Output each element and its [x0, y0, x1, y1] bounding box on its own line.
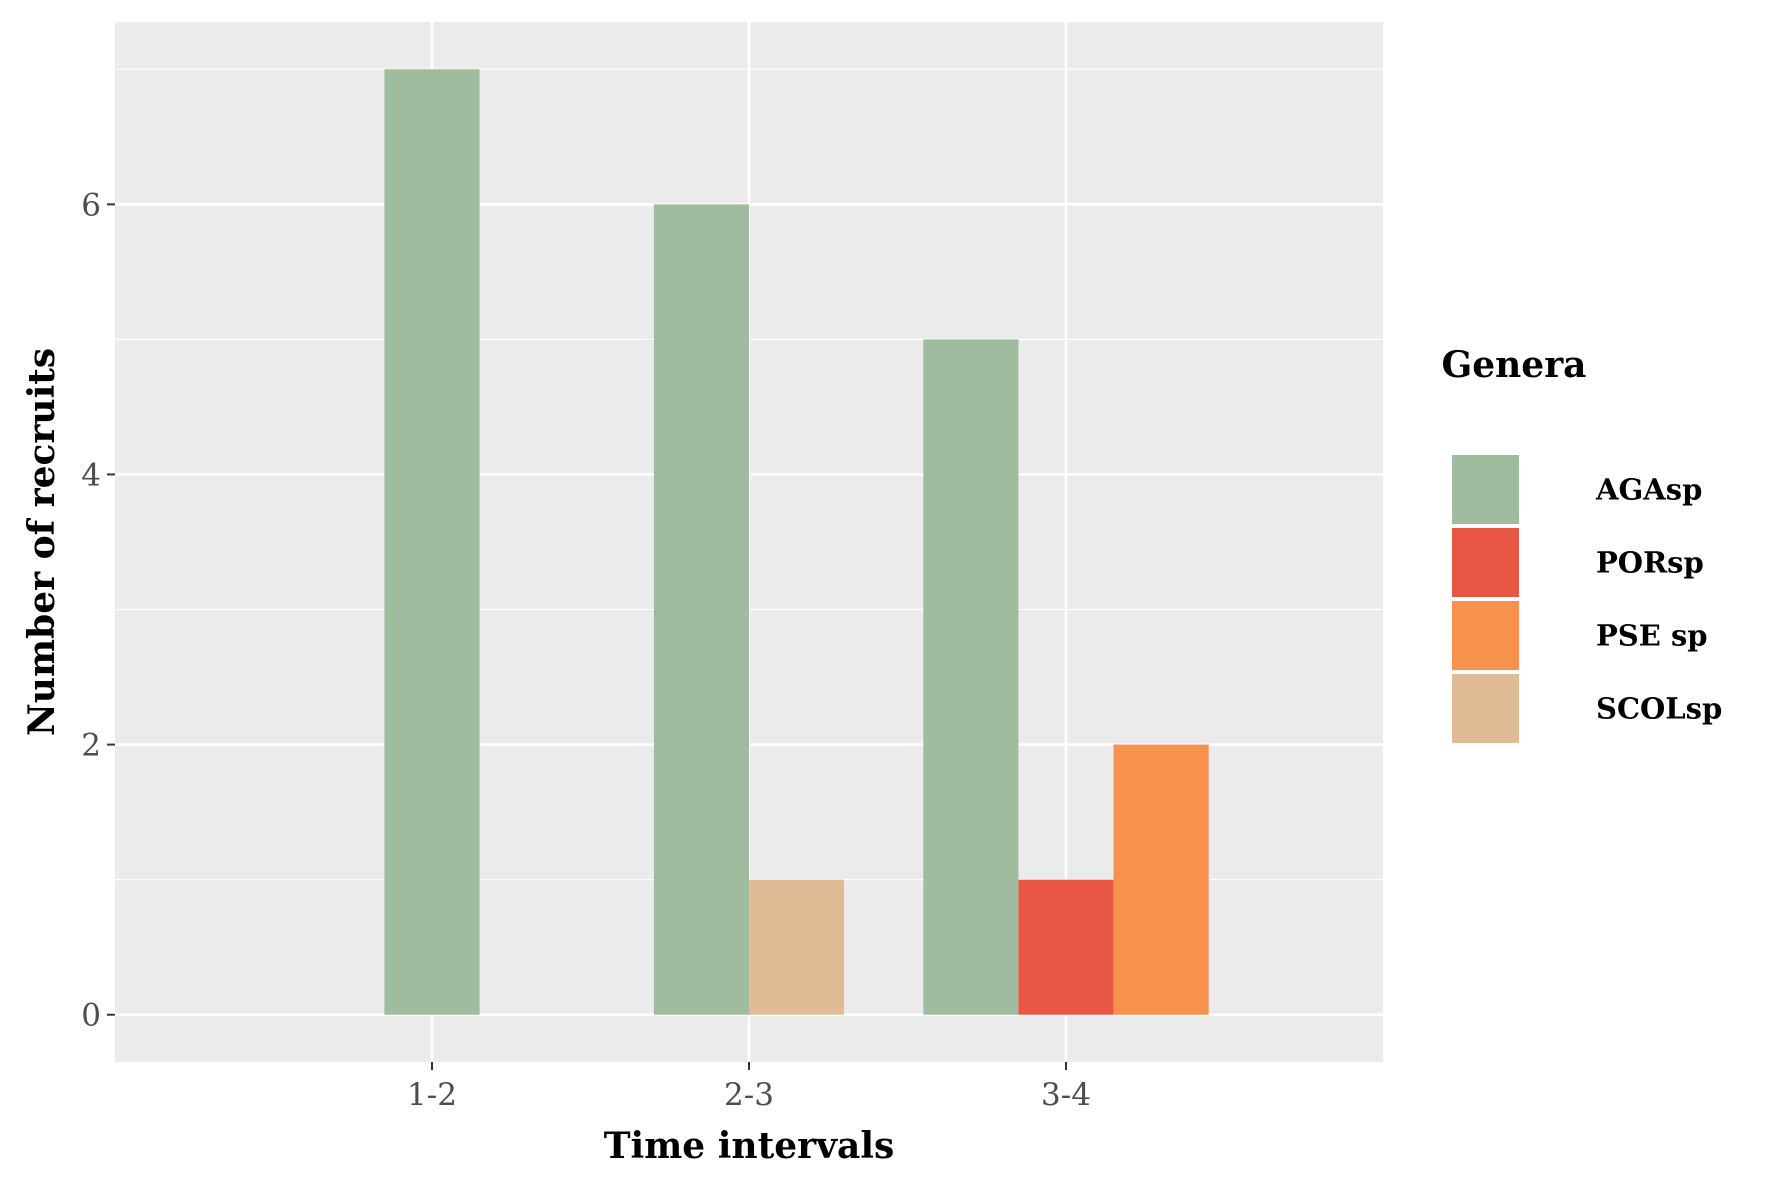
bar-agasp — [923, 339, 1019, 1015]
bar-agasp — [653, 204, 749, 1015]
bar-porsp — [1018, 879, 1114, 1015]
x-tick-label: 2-3 — [724, 1077, 774, 1113]
x-tick-label: 3-4 — [1041, 1077, 1091, 1113]
x-tick-label: 1-2 — [407, 1077, 457, 1113]
x-axis: 1-2 2-3 3-4 — [407, 1062, 1091, 1113]
legend-label: PSE sp — [1596, 619, 1708, 653]
bar-agasp — [384, 69, 480, 1015]
bars — [384, 69, 1209, 1015]
y-tick-label: 2 — [81, 728, 101, 764]
x-axis-title: Time intervals — [604, 1125, 895, 1167]
legend-key — [1452, 601, 1519, 670]
y-tick-label: 4 — [81, 457, 101, 493]
legend-label: SCOLsp — [1596, 692, 1722, 726]
bar-psesp — [1113, 744, 1209, 1015]
bar-scolsp — [749, 879, 845, 1015]
legend-label: PORsp — [1596, 546, 1704, 580]
legend-key — [1452, 528, 1519, 597]
legend-key — [1452, 455, 1519, 524]
y-axis-title: Number of recruits — [21, 348, 63, 736]
y-tick-label: 0 — [81, 998, 101, 1034]
legend-label: AGAsp — [1595, 473, 1702, 507]
legend-title: Genera — [1441, 344, 1586, 386]
legend: Genera AGAsp PORsp PSE sp SCOLsp — [1441, 344, 1722, 743]
legend-key — [1452, 674, 1519, 743]
y-axis: 0 2 4 6 — [81, 187, 115, 1034]
y-tick-label: 6 — [81, 187, 101, 223]
